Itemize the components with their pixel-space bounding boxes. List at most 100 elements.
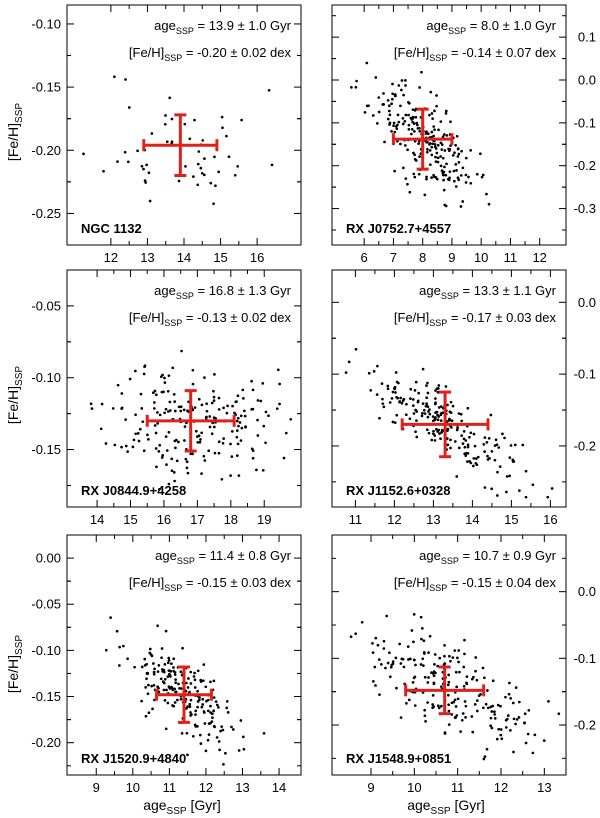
data-point <box>431 703 435 706</box>
data-point <box>355 79 358 83</box>
data-point <box>474 457 478 460</box>
data-point <box>150 654 154 658</box>
data-point <box>457 161 461 164</box>
data-point <box>465 460 469 463</box>
data-point <box>445 134 449 137</box>
data-point <box>202 173 206 177</box>
data-point <box>446 427 450 431</box>
data-point <box>215 736 219 739</box>
data-point <box>212 679 216 683</box>
x-tick-label: 13 <box>235 780 249 795</box>
galaxy-name: RX J0844.9+4258 <box>81 483 186 498</box>
data-point <box>391 92 395 96</box>
x-tick-label: 6 <box>361 250 368 265</box>
data-point <box>163 122 167 126</box>
data-point <box>524 741 528 745</box>
data-point <box>455 428 459 432</box>
data-point <box>162 681 166 685</box>
data-point <box>431 142 434 146</box>
data-point <box>486 458 490 461</box>
data-point <box>493 716 497 720</box>
data-point <box>163 376 166 380</box>
x-tick-label: 11 <box>163 780 177 795</box>
data-point <box>476 455 480 459</box>
data-point <box>496 470 499 474</box>
data-point <box>236 164 240 168</box>
data-point <box>394 391 397 394</box>
data-point <box>509 444 513 447</box>
data-point <box>388 113 392 117</box>
data-point <box>439 141 443 145</box>
data-point <box>425 130 428 134</box>
data-point <box>430 130 434 134</box>
data-point <box>461 166 465 170</box>
data-point <box>209 181 213 185</box>
data-point <box>439 413 443 417</box>
data-point <box>426 681 430 684</box>
data-point <box>464 716 467 719</box>
x-tick-label: 14 <box>177 250 191 265</box>
data-point <box>435 94 438 97</box>
data-point <box>485 747 489 751</box>
data-point <box>404 144 407 147</box>
data-point <box>448 170 452 174</box>
data-point <box>196 689 199 693</box>
x-tick-label: 14 <box>465 512 479 527</box>
data-point <box>204 685 208 689</box>
data-point <box>413 108 417 112</box>
data-point <box>457 152 461 156</box>
data-point <box>453 649 457 652</box>
data-point <box>475 172 479 176</box>
data-point <box>457 649 461 652</box>
data-point <box>233 411 236 415</box>
data-point <box>483 450 486 453</box>
data-point <box>239 719 243 722</box>
data-point <box>475 709 479 713</box>
data-point <box>461 442 465 445</box>
data-point <box>240 426 244 430</box>
data-point <box>152 683 156 687</box>
data-point <box>374 684 377 687</box>
data-point <box>447 680 451 684</box>
data-point <box>134 413 137 417</box>
age-annotation: ageSSP = 8.0 ± 1.0 Gyr <box>426 18 556 36</box>
data-point <box>480 175 484 179</box>
data-point <box>152 662 155 665</box>
data-point <box>448 410 452 414</box>
data-point <box>236 416 240 420</box>
data-point <box>481 666 485 670</box>
data-point <box>159 677 163 681</box>
data-point <box>251 388 255 392</box>
data-point <box>483 436 487 439</box>
panel-6: 9 10 11 12 13 0.0 -0.1 -0.2 ageSSP = 10.7 ± 0.9 … <box>331 534 596 795</box>
x-tick-label: 12 <box>387 512 401 527</box>
data-point <box>489 705 493 709</box>
data-point <box>138 427 142 431</box>
data-point <box>495 443 499 447</box>
data-point <box>267 88 271 92</box>
x-tick-label: 10 <box>407 780 421 795</box>
data-point <box>132 438 136 442</box>
data-point <box>416 399 420 403</box>
data-point <box>481 173 485 177</box>
data-point <box>500 737 504 741</box>
data-point <box>468 459 471 463</box>
data-point <box>432 175 436 179</box>
data-point <box>371 680 375 683</box>
data-point <box>404 79 407 82</box>
data-point <box>160 656 163 660</box>
data-point <box>148 199 152 203</box>
data-point <box>376 364 379 368</box>
data-point <box>449 659 452 663</box>
data-point <box>499 728 503 731</box>
data-point <box>432 682 436 686</box>
data-point <box>421 367 425 371</box>
data-point <box>380 662 383 666</box>
data-point <box>453 440 457 443</box>
y-axis-label-row-2: [Fe/H]SSP <box>5 366 25 424</box>
data-point <box>394 371 398 374</box>
data-point <box>460 718 464 722</box>
x-tick-label: 15 <box>213 250 227 265</box>
data-point <box>436 413 439 417</box>
data-point <box>442 170 446 174</box>
